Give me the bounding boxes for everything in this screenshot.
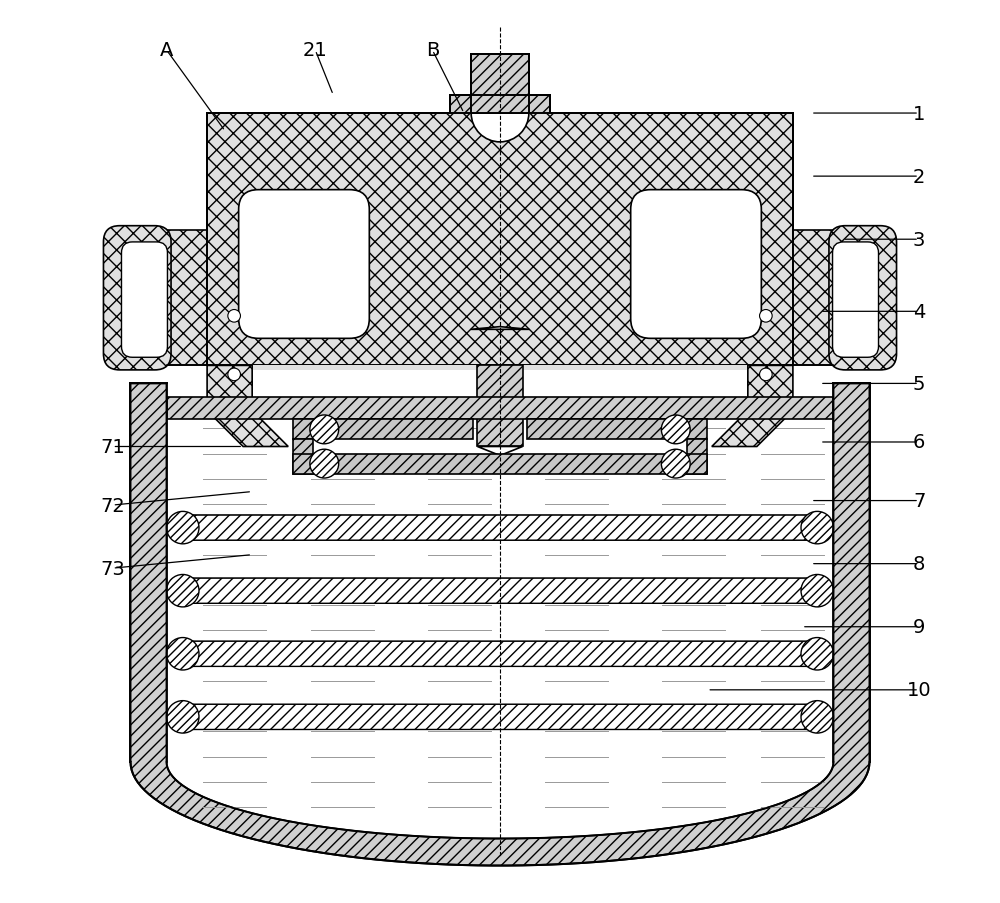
FancyBboxPatch shape	[833, 243, 879, 358]
Text: 72: 72	[100, 496, 125, 515]
Circle shape	[310, 450, 339, 479]
FancyBboxPatch shape	[631, 191, 761, 339]
Text: 73: 73	[100, 559, 125, 578]
Circle shape	[801, 575, 833, 607]
Circle shape	[801, 701, 833, 733]
Bar	[450, 96, 550, 114]
Polygon shape	[207, 366, 288, 447]
Bar	[477, 366, 523, 447]
Text: 5: 5	[913, 375, 925, 394]
Circle shape	[760, 310, 772, 322]
FancyBboxPatch shape	[180, 516, 820, 541]
Bar	[471, 55, 529, 114]
Text: 6: 6	[913, 433, 925, 452]
Text: 2: 2	[913, 167, 925, 186]
Bar	[293, 454, 707, 474]
Text: A: A	[160, 42, 173, 61]
Text: 3: 3	[913, 230, 925, 249]
Circle shape	[661, 450, 690, 479]
Polygon shape	[130, 384, 870, 866]
FancyBboxPatch shape	[103, 227, 171, 370]
Circle shape	[801, 512, 833, 545]
Polygon shape	[712, 366, 793, 447]
Text: 21: 21	[303, 42, 328, 61]
Circle shape	[167, 575, 199, 607]
Text: 8: 8	[913, 554, 925, 573]
Circle shape	[228, 368, 240, 381]
Text: 9: 9	[913, 618, 925, 637]
Bar	[167, 397, 833, 420]
Polygon shape	[207, 366, 793, 370]
Polygon shape	[167, 231, 207, 366]
Text: 10: 10	[907, 681, 931, 700]
Circle shape	[167, 638, 199, 670]
Text: B: B	[426, 42, 439, 61]
FancyBboxPatch shape	[180, 579, 820, 603]
Polygon shape	[471, 327, 529, 330]
Circle shape	[228, 310, 240, 322]
Text: 1: 1	[913, 105, 925, 124]
Polygon shape	[207, 96, 793, 366]
Circle shape	[661, 415, 690, 444]
FancyBboxPatch shape	[180, 641, 820, 666]
Circle shape	[310, 415, 339, 444]
Circle shape	[167, 512, 199, 545]
FancyBboxPatch shape	[829, 227, 897, 370]
Text: 4: 4	[913, 303, 925, 321]
Wedge shape	[471, 114, 529, 143]
FancyBboxPatch shape	[121, 243, 167, 358]
Circle shape	[760, 368, 772, 381]
Bar	[527, 420, 707, 440]
Polygon shape	[477, 447, 523, 456]
Bar	[293, 440, 313, 474]
FancyBboxPatch shape	[180, 704, 820, 730]
FancyBboxPatch shape	[239, 191, 369, 339]
Circle shape	[801, 638, 833, 670]
Circle shape	[167, 701, 199, 733]
Bar	[687, 440, 707, 474]
Bar	[293, 420, 473, 440]
Text: 71: 71	[100, 438, 125, 457]
Polygon shape	[793, 231, 833, 366]
Text: 7: 7	[913, 491, 925, 510]
